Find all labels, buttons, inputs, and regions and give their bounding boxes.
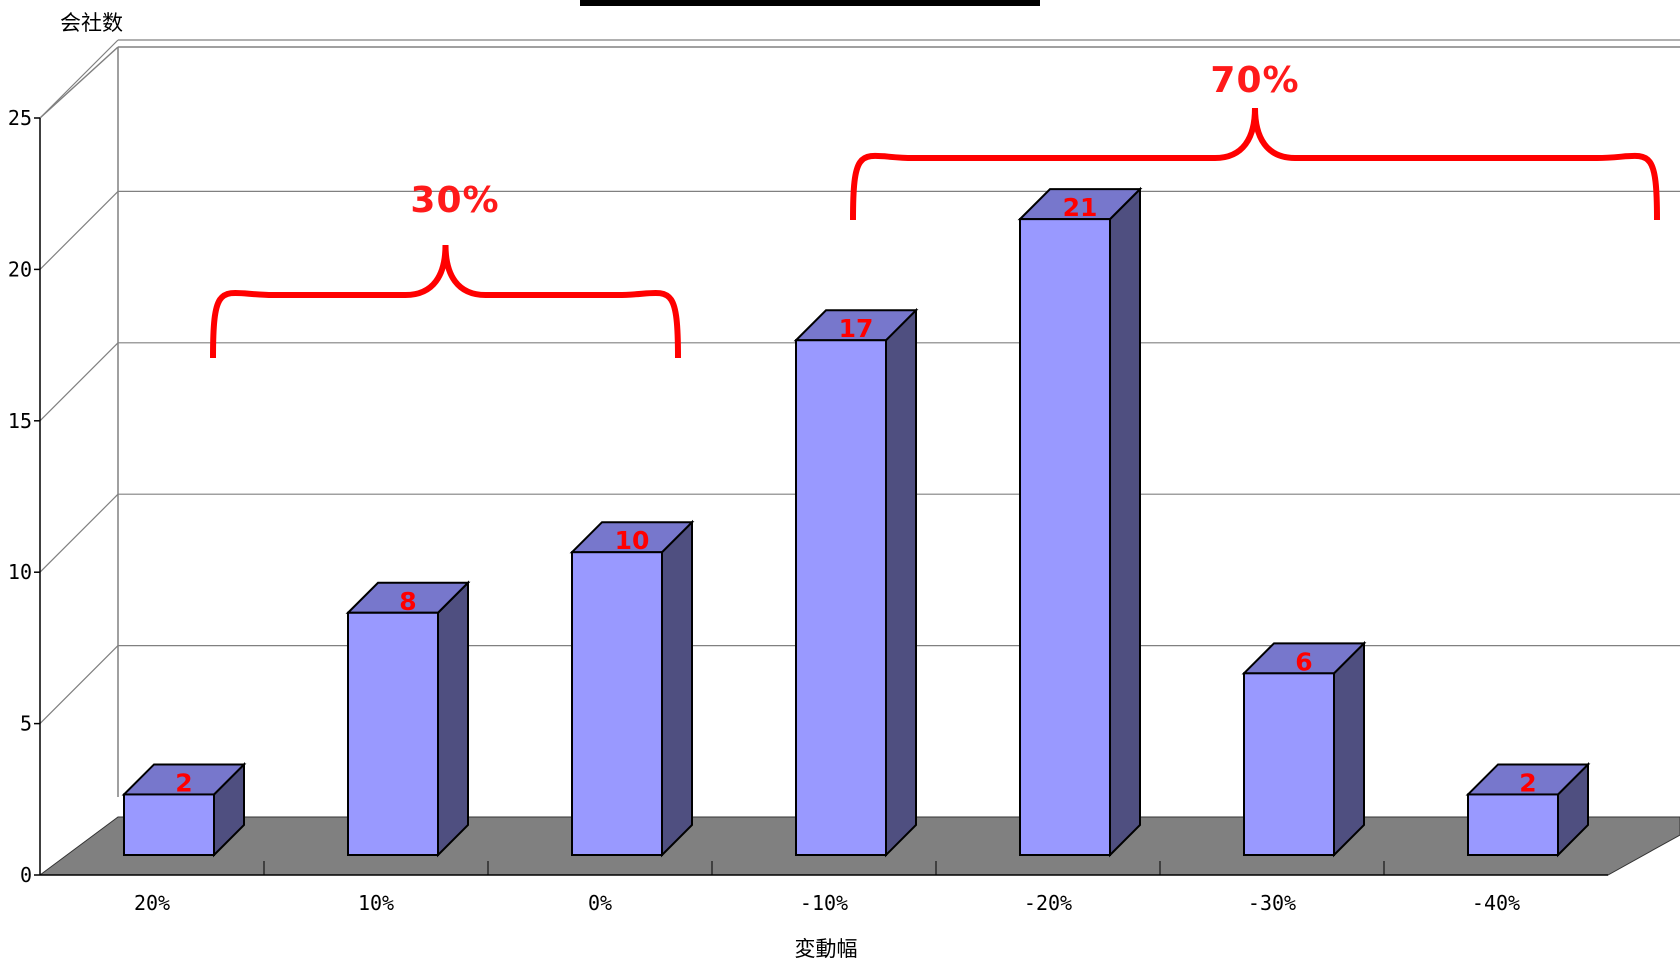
y-tick-label: 5: [20, 712, 32, 736]
bar-side: [661, 519, 693, 858]
data-label: 21: [1063, 193, 1098, 222]
bar: [121, 762, 247, 858]
bars: 2 8 10 17 21 6 2: [121, 186, 1591, 858]
gridline-side: [39, 493, 119, 573]
y-tick-label: 15: [8, 409, 32, 433]
x-tick-label: -20%: [1024, 891, 1072, 915]
data-label: 8: [399, 587, 416, 616]
bar-front: [347, 611, 439, 857]
bar-front: [795, 339, 887, 856]
brace: [850, 107, 1660, 221]
bar: [1241, 640, 1367, 858]
y-tick-label: 25: [8, 106, 32, 130]
y-axis-title: 会社数: [60, 11, 123, 35]
bar-side: [437, 580, 469, 858]
bar-front: [571, 551, 663, 856]
brace: [210, 244, 681, 359]
bar-side: [885, 307, 917, 858]
gridline-side: [39, 645, 119, 725]
x-tick-label: 20%: [134, 891, 170, 915]
x-tick-label: -30%: [1248, 891, 1296, 915]
annotations: 30% 70%: [210, 60, 1660, 359]
axes: 0 5 10 15 20 25 20% 10% 0% -10% -20% -30% -40%: [8, 106, 1608, 915]
data-label: 10: [615, 526, 650, 555]
bar-side: [1109, 186, 1141, 858]
gridline-side: [39, 190, 119, 270]
data-label: 17: [839, 314, 874, 343]
y-tick-label: 10: [8, 560, 32, 584]
data-label: 2: [1519, 768, 1536, 797]
gridline-side: [39, 39, 119, 119]
brace-label: 30%: [410, 180, 499, 221]
x-axis-title: 変動幅: [795, 937, 858, 961]
bar-front: [1467, 793, 1559, 857]
side-wall-top: [39, 46, 119, 119]
y-tick-label: 0: [20, 863, 32, 887]
x-tick-label: 10%: [358, 891, 394, 915]
bar-front: [1243, 672, 1335, 856]
bar-side: [1333, 640, 1365, 858]
bar-front: [1019, 218, 1111, 856]
y-tick-label: 20: [8, 257, 32, 281]
gridline-side: [39, 342, 119, 422]
bar: [1465, 762, 1591, 858]
bar-front: [123, 793, 215, 857]
bar: [345, 580, 471, 858]
bar: [793, 307, 919, 858]
bar: [569, 519, 695, 858]
brace-label: 70%: [1210, 60, 1299, 101]
x-tick-label: -10%: [800, 891, 848, 915]
chart-walls: [39, 46, 1680, 797]
data-label: 2: [175, 768, 192, 797]
x-tick-label: -40%: [1472, 891, 1520, 915]
x-tick-label: 0%: [588, 891, 612, 915]
data-label: 6: [1295, 647, 1312, 676]
title-bar: [580, 0, 1040, 6]
bar: [1017, 186, 1143, 858]
